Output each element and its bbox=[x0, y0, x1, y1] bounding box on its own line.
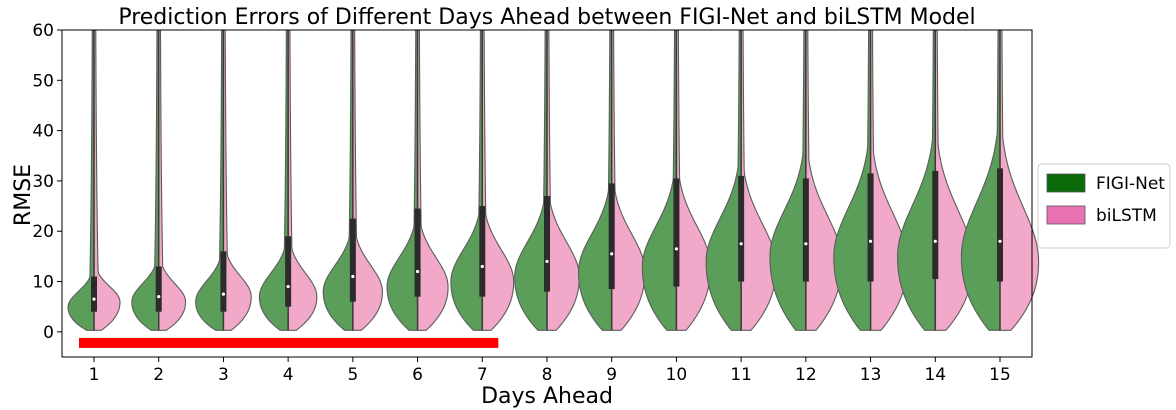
median-dot-day-11 bbox=[739, 242, 743, 246]
median-dot-day-6 bbox=[415, 269, 420, 274]
x-tick-label-12: 12 bbox=[795, 365, 817, 385]
x-tick-label-9: 9 bbox=[606, 365, 617, 385]
median-dot-day-5 bbox=[351, 274, 355, 279]
x-tick-label-14: 14 bbox=[924, 365, 946, 385]
median-dot-day-3 bbox=[221, 292, 226, 296]
legend-swatch-2 bbox=[1046, 205, 1086, 225]
iqr-box-day-8 bbox=[544, 196, 550, 292]
legend-label-2: biLSTM bbox=[1096, 206, 1157, 226]
violin-left-day-10 bbox=[641, 29, 677, 331]
violin-right-day-12 bbox=[805, 29, 843, 331]
violin-left-day-7 bbox=[450, 29, 483, 331]
x-tick-label-6: 6 bbox=[412, 365, 423, 385]
iqr-box-day-14 bbox=[932, 170, 939, 280]
iqr-box-day-11 bbox=[738, 175, 745, 282]
violin-left-day-12 bbox=[769, 29, 807, 331]
legend-swatch-1 bbox=[1046, 173, 1086, 193]
x-tick-label-15: 15 bbox=[989, 365, 1011, 385]
violin-right-day-11 bbox=[740, 29, 777, 331]
median-dot-day-14 bbox=[933, 239, 937, 243]
violin-left-day-13 bbox=[833, 29, 872, 331]
y-tick-label-30: 30 bbox=[32, 172, 54, 192]
median-dot-day-10 bbox=[674, 247, 679, 251]
x-tick-label-2: 2 bbox=[153, 365, 164, 385]
x-tick-label-8: 8 bbox=[542, 365, 553, 385]
iqr-box-day-5 bbox=[349, 218, 356, 302]
violin-left-day-11 bbox=[705, 29, 742, 331]
violin-left-day-2 bbox=[131, 29, 160, 331]
legend: FIGI-Net biLSTM bbox=[1037, 163, 1171, 249]
iqr-box-day-4 bbox=[285, 236, 292, 307]
x-tick-label-1: 1 bbox=[89, 365, 100, 385]
iqr-box-day-15 bbox=[997, 168, 1003, 282]
y-tick-label-40: 40 bbox=[32, 122, 54, 142]
chart-title: Prediction Errors of Different Days Ahea… bbox=[118, 5, 975, 30]
iqr-box-day-1 bbox=[91, 276, 97, 312]
y-axis-label: RMSE bbox=[11, 164, 36, 226]
median-dot-day-2 bbox=[157, 295, 161, 299]
median-dot-day-13 bbox=[868, 239, 873, 243]
x-tick-label-10: 10 bbox=[666, 365, 688, 385]
iqr-box-day-7 bbox=[479, 206, 486, 297]
y-tick-label-0: 0 bbox=[43, 323, 54, 343]
iqr-box-day-6 bbox=[414, 208, 421, 297]
iqr-box-day-2 bbox=[155, 266, 162, 312]
median-dot-day-8 bbox=[545, 259, 549, 264]
violin-right-day-6 bbox=[417, 29, 449, 331]
violin-right-day-2 bbox=[158, 29, 187, 331]
violin-right-day-7 bbox=[481, 29, 515, 331]
violin-right-day-15 bbox=[999, 29, 1040, 331]
violin-right-day-10 bbox=[675, 29, 712, 331]
y-tick-label-50: 50 bbox=[32, 71, 54, 91]
x-tick-label-4: 4 bbox=[283, 365, 294, 385]
y-tick-label-20: 20 bbox=[32, 222, 54, 242]
violin-right-day-1 bbox=[93, 29, 121, 331]
violin-right-day-9 bbox=[611, 29, 646, 331]
median-dot-day-7 bbox=[480, 264, 484, 269]
violin-left-day-6 bbox=[386, 29, 419, 331]
median-dot-day-4 bbox=[286, 284, 290, 289]
x-tick-label-13: 13 bbox=[860, 365, 882, 385]
violin-left-day-14 bbox=[897, 29, 936, 331]
median-dot-day-15 bbox=[998, 239, 1002, 243]
violin-right-day-4 bbox=[287, 29, 318, 331]
x-tick-label-11: 11 bbox=[730, 365, 752, 385]
y-tick-label-10: 10 bbox=[32, 273, 54, 293]
violin-right-day-8 bbox=[546, 29, 580, 331]
iqr-box-day-3 bbox=[220, 251, 227, 312]
iqr-box-day-9 bbox=[608, 183, 615, 290]
x-tick-label-3: 3 bbox=[218, 365, 229, 385]
violin-left-day-15 bbox=[960, 29, 1001, 331]
y-tick-label-60: 60 bbox=[32, 21, 54, 41]
violin-left-day-9 bbox=[577, 29, 613, 331]
x-axis-label: Days Ahead bbox=[481, 384, 613, 409]
x-tick-label-5: 5 bbox=[347, 365, 358, 385]
violin-right-day-5 bbox=[352, 29, 383, 331]
iqr-box-day-10 bbox=[673, 178, 680, 287]
iqr-box-day-13 bbox=[867, 173, 874, 282]
violin-right-day-3 bbox=[222, 29, 252, 331]
violin-left-day-5 bbox=[322, 29, 354, 331]
median-dot-day-1 bbox=[92, 297, 96, 301]
legend-label-1: FIGI-Net bbox=[1096, 174, 1165, 194]
iqr-box-day-12 bbox=[802, 178, 809, 282]
median-dot-day-12 bbox=[804, 242, 808, 246]
violin-left-day-4 bbox=[258, 29, 289, 331]
x-tick-label-7: 7 bbox=[477, 365, 488, 385]
violin-left-day-3 bbox=[195, 29, 224, 331]
violin-left-day-1 bbox=[67, 29, 95, 331]
violin-left-day-8 bbox=[514, 29, 548, 331]
median-dot-day-9 bbox=[610, 252, 614, 256]
red-annotation-bar bbox=[79, 337, 499, 348]
